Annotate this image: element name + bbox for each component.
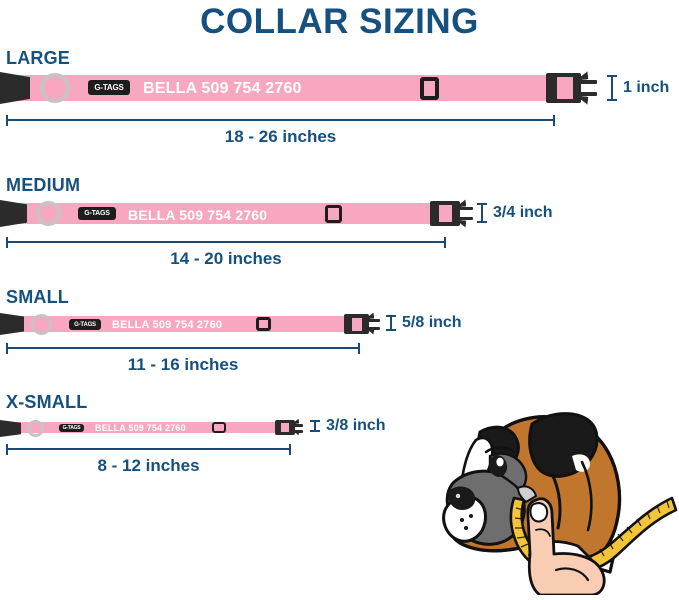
brand-tag: G-TAGS bbox=[78, 207, 116, 220]
d-ring bbox=[40, 73, 70, 103]
length-label-large: 18 - 26 inches bbox=[224, 127, 337, 146]
length-label-small: 11 - 16 inches bbox=[127, 355, 239, 374]
brand-tag-label: G-TAGS bbox=[74, 321, 96, 328]
brand-tag: G-TAGS bbox=[59, 424, 84, 432]
hand-icon bbox=[526, 497, 606, 597]
length-dimension-xsmall bbox=[6, 444, 291, 455]
buckle-left-icon bbox=[0, 313, 24, 335]
buckle-left-icon bbox=[0, 72, 30, 104]
size-label-xsmall: X-SMALL bbox=[6, 392, 88, 412]
engraved-text: BELLA 509 754 2760 bbox=[95, 423, 186, 433]
size-label-medium: MEDIUM bbox=[6, 175, 81, 195]
brand-tag-label: G-TAGS bbox=[94, 83, 124, 92]
length-dimension-large bbox=[6, 115, 555, 126]
engraved-text: BELLA 509 754 2760 bbox=[128, 207, 268, 223]
engraved-text: BELLA 509 754 2760 bbox=[112, 319, 223, 331]
length-label-medium: 14 - 20 inches bbox=[170, 249, 282, 268]
buckle-left-icon bbox=[0, 200, 27, 227]
page-title: COLLAR SIZING bbox=[200, 2, 479, 41]
width-label-large: 1 inch bbox=[623, 79, 670, 96]
collar-graphic-large: G-TAGS BELLA 509 754 2760 bbox=[0, 70, 600, 106]
d-ring bbox=[36, 201, 61, 226]
collar-strap bbox=[12, 422, 284, 433]
width-label-medium: 3/4 inch bbox=[493, 204, 553, 221]
width-label-xsmall: 3/8 inch bbox=[326, 417, 386, 434]
brand-tag-label: G-TAGS bbox=[84, 210, 110, 217]
height-indicator-small bbox=[386, 315, 396, 331]
collar-strap bbox=[16, 203, 440, 224]
size-label-large: LARGE bbox=[6, 48, 70, 68]
collar-graphic-small: G-TAGS BELLA 509 754 2760 bbox=[0, 309, 390, 337]
engraved-text: BELLA 509 754 2760 bbox=[143, 80, 302, 97]
brand-tag: G-TAGS bbox=[69, 319, 101, 330]
adjuster-slider bbox=[212, 422, 226, 433]
boxer-dog-with-measuring-tape-illustration bbox=[432, 404, 679, 597]
height-indicator-large bbox=[607, 75, 617, 101]
brand-tag: G-TAGS bbox=[88, 80, 130, 95]
adjuster-slider bbox=[420, 77, 439, 100]
height-indicator-xsmall bbox=[310, 420, 320, 432]
adjuster-slider bbox=[256, 317, 271, 331]
length-label-xsmall: 8 - 12 inches bbox=[97, 456, 200, 475]
brand-tag-label: G-TAGS bbox=[62, 425, 81, 431]
length-dimension-small bbox=[6, 343, 360, 354]
d-ring bbox=[31, 314, 52, 335]
adjuster-slider bbox=[325, 205, 342, 223]
height-indicator-medium bbox=[477, 203, 487, 223]
size-label-small: SMALL bbox=[6, 287, 69, 307]
collar-graphic-medium: G-TAGS BELLA 509 754 2760 bbox=[0, 197, 480, 229]
width-label-small: 5/8 inch bbox=[402, 314, 462, 331]
collar-graphic-xsmall: G-TAGS BELLA 509 754 2760 bbox=[0, 414, 320, 438]
d-ring bbox=[27, 420, 44, 437]
length-dimension-medium bbox=[6, 237, 446, 248]
buckle-left-icon bbox=[0, 420, 21, 437]
